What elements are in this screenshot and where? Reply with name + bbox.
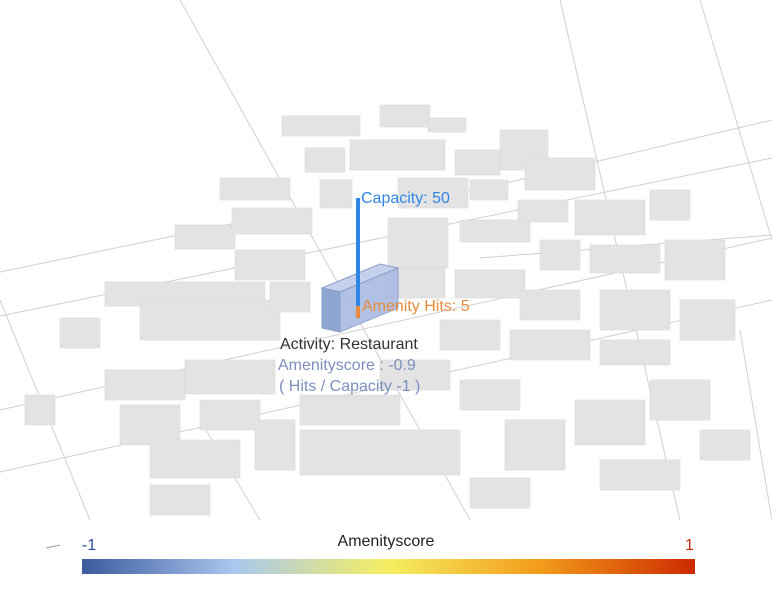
building [649, 189, 691, 221]
building [574, 399, 646, 446]
building [149, 439, 241, 479]
building [387, 217, 449, 269]
building [139, 299, 281, 341]
building [599, 459, 681, 491]
legend-min-label: -1 [82, 537, 97, 554]
building [299, 394, 401, 426]
building [304, 147, 346, 173]
building [599, 339, 671, 366]
building [517, 199, 569, 223]
map-canvas[interactable] [0, 0, 772, 521]
formula-label: ( Hits / Capacity -1 ) [279, 378, 421, 395]
building [509, 329, 591, 361]
building [174, 224, 236, 250]
building [539, 239, 581, 271]
building-footprints-lower [24, 359, 751, 516]
building [454, 149, 501, 176]
building [664, 239, 726, 281]
building [574, 199, 646, 236]
building [231, 207, 313, 235]
building [379, 104, 431, 128]
amenity-hits-label: Amenity Hits: 5 [362, 298, 470, 315]
map-view[interactable]: Capacity: 50 Amenity Hits: 5 Activity: R… [0, 0, 772, 521]
building [504, 419, 566, 471]
building [427, 117, 467, 133]
building [519, 289, 581, 321]
building [454, 269, 526, 299]
street-line [699, 0, 772, 241]
building [184, 359, 276, 395]
building [59, 317, 101, 349]
building [149, 484, 211, 516]
building [119, 404, 181, 446]
building [459, 379, 521, 411]
legend-max-label: 1 [685, 537, 694, 554]
legend-color-ramp [82, 559, 695, 574]
block-side-face [321, 287, 341, 333]
building-footprints [59, 104, 736, 366]
building [299, 429, 461, 476]
building [199, 399, 261, 431]
building [234, 249, 306, 281]
capacity-label: Capacity: 50 [361, 190, 450, 207]
activity-label: Activity: Restaurant [280, 336, 418, 353]
amenityscore-label: Amenityscore : -0.9 [278, 357, 416, 374]
building [649, 379, 711, 421]
building [679, 299, 736, 341]
building [104, 369, 186, 401]
block-front-face [339, 267, 399, 333]
building [439, 319, 501, 351]
building [469, 477, 531, 509]
building [524, 157, 596, 191]
building [24, 394, 56, 426]
building [589, 244, 661, 274]
building [459, 219, 531, 243]
building [349, 139, 446, 171]
street-line [739, 329, 772, 521]
building [219, 177, 291, 201]
building [599, 289, 671, 331]
building [319, 179, 353, 209]
building [281, 115, 361, 137]
legend-title: Amenityscore [337, 533, 435, 550]
building [269, 281, 311, 313]
building [397, 177, 469, 209]
building [254, 419, 296, 471]
building [379, 359, 451, 391]
building [699, 429, 751, 461]
building [469, 179, 509, 201]
